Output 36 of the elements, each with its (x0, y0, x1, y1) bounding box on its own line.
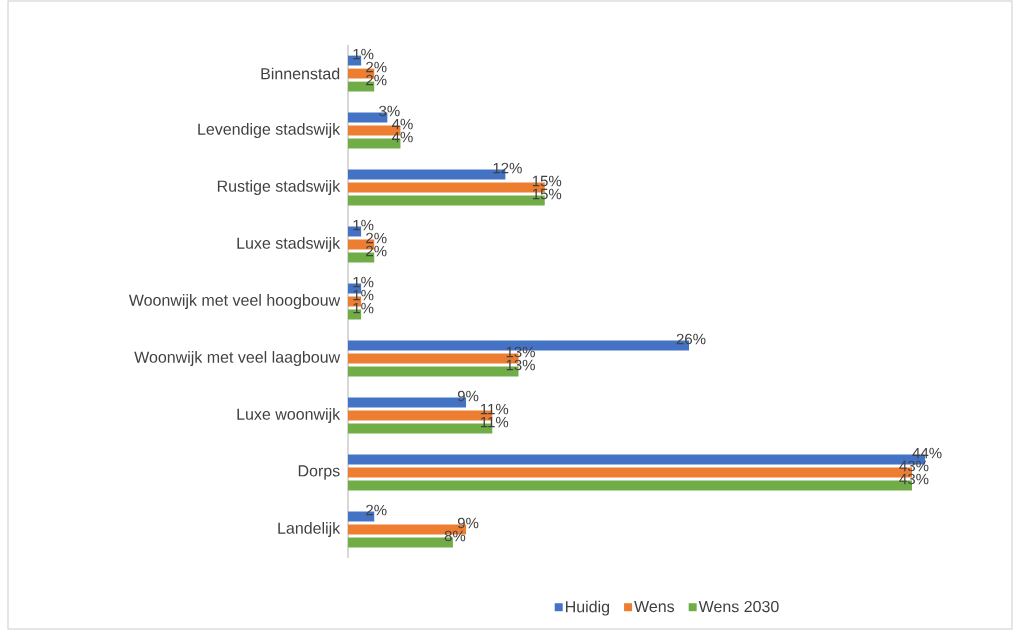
data-label: 4% (391, 118, 413, 130)
data-label: 4% (391, 131, 413, 143)
data-label: 2% (366, 232, 387, 244)
y-tick-label: Landelijk (278, 522, 341, 537)
y-tick-label: Dorps (298, 465, 340, 480)
data-label: 12% (493, 162, 522, 174)
data-label: 1% (353, 48, 374, 60)
data-label: 44% (912, 447, 942, 459)
data-label: 13% (506, 359, 535, 371)
y-tick-label: Luxe stadswijk (237, 237, 341, 252)
data-label: 15% (532, 188, 562, 200)
data-label: 15% (532, 175, 562, 187)
y-tick-label: Binnenstad (261, 67, 340, 80)
data-label: 2% (366, 504, 387, 516)
legend-label: Wens 2030 (698, 600, 779, 613)
y-tick-label: Levendige stadswijk (198, 123, 341, 138)
data-label: 1% (353, 289, 374, 301)
data-label: 26% (676, 333, 706, 345)
y-tick-label: Woonwijk met veel hoogbouw (128, 294, 341, 309)
data-label: 11% (480, 403, 509, 415)
data-label: 2% (366, 61, 387, 73)
y-tick-label: Rustige stadswijk (217, 180, 341, 195)
y-tick-label: Woonwijk met veel laagbouw (134, 351, 341, 366)
data-label: 9% (457, 517, 479, 529)
data-label: 3% (379, 105, 400, 117)
data-label: 9% (457, 390, 479, 402)
data-label: 1% (353, 276, 374, 288)
data-label: 1% (353, 302, 374, 314)
data-label: 1% (353, 219, 374, 231)
legend-label: Huidig (566, 600, 610, 616)
y-tick-label: Luxe woonwijk (237, 408, 341, 423)
data-label: 2% (366, 74, 387, 86)
data-label: 43% (899, 473, 929, 485)
data-label: 2% (366, 245, 387, 257)
legend-label: Wens (634, 600, 675, 613)
data-label: 11% (480, 416, 509, 428)
